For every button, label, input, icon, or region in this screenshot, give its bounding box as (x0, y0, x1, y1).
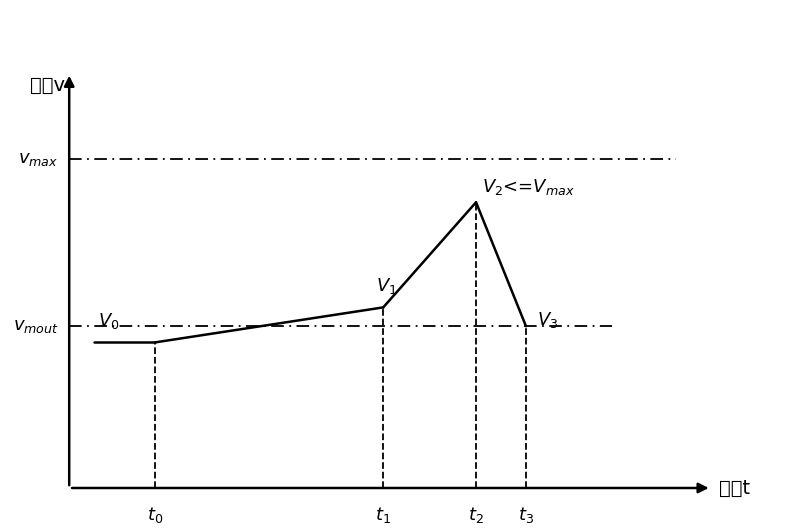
Text: $v_{max}$: $v_{max}$ (18, 150, 58, 168)
Text: 时间t: 时间t (718, 479, 750, 498)
Text: $V_0$: $V_0$ (98, 311, 119, 331)
Text: $t_1$: $t_1$ (375, 505, 391, 525)
Text: $t_2$: $t_2$ (468, 505, 484, 525)
Text: $t_0$: $t_0$ (146, 505, 163, 525)
Text: $V_3$: $V_3$ (537, 310, 558, 330)
Text: $V_1$: $V_1$ (376, 276, 398, 296)
Text: $V_2$<=$V_{max}$: $V_2$<=$V_{max}$ (482, 177, 574, 197)
Text: $v_{mout}$: $v_{mout}$ (13, 317, 58, 335)
Text: $t_3$: $t_3$ (518, 505, 534, 525)
Text: 速幯v: 速幯v (30, 76, 65, 94)
